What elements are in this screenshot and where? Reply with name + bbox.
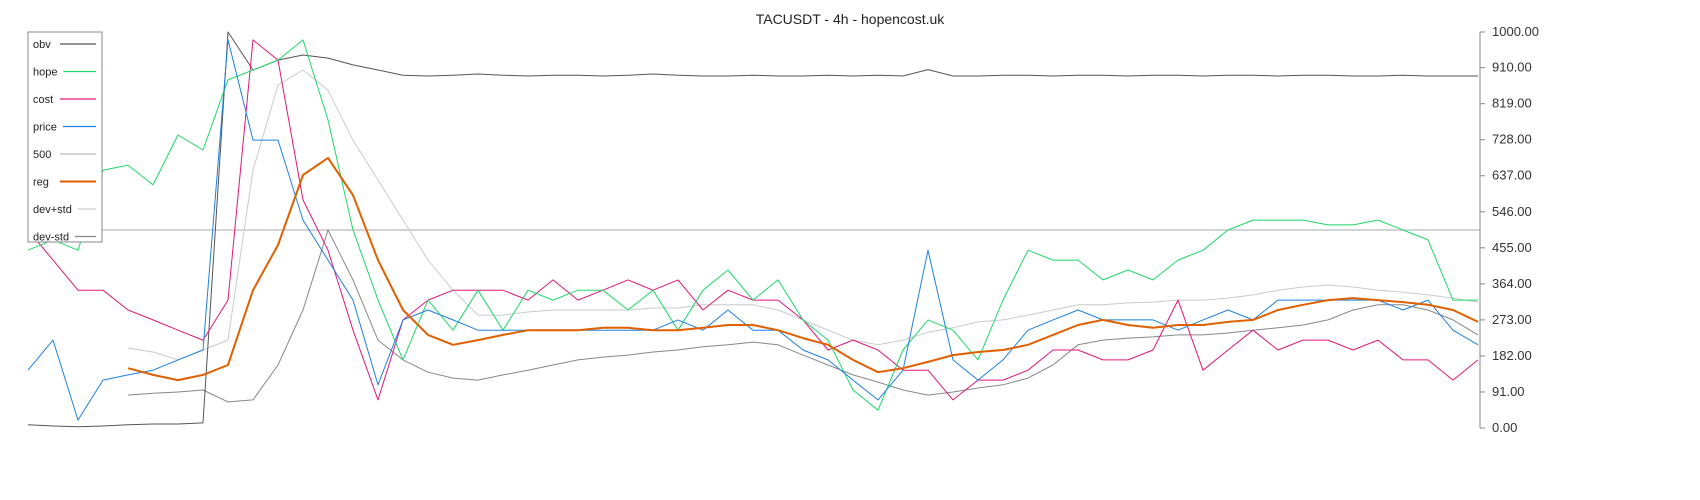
legend-label: 500 xyxy=(33,149,51,161)
legend-item: 500 xyxy=(33,149,96,161)
series-line-dev-std xyxy=(127,69,1479,361)
legend: obv hope cost price 500 reg dev+std dev-std xyxy=(27,31,103,244)
legend-item: price xyxy=(33,122,96,134)
legend-label: price xyxy=(33,122,57,134)
y-tick-label: 637.00 xyxy=(1492,168,1532,183)
y-tick-label: 819.00 xyxy=(1492,96,1532,111)
series-line-hope xyxy=(27,39,1478,411)
y-tick-label: 455.00 xyxy=(1492,240,1532,255)
y-tick-label: 910.00 xyxy=(1492,60,1532,75)
legend-box xyxy=(27,31,103,243)
legend-label: dev-std xyxy=(33,232,69,244)
y-tick-label: 364.00 xyxy=(1492,276,1532,291)
legend-label: reg xyxy=(33,177,49,189)
legend-item: hope xyxy=(33,67,96,79)
y-tick-label: 0.00 xyxy=(1492,420,1517,435)
legend-item: obv xyxy=(33,39,96,51)
legend-label: hope xyxy=(33,67,57,79)
y-tick-label: 1000.00 xyxy=(1492,24,1539,39)
legend-label: dev+std xyxy=(33,204,72,216)
y-tick-label: 546.00 xyxy=(1492,204,1532,219)
series-line-price xyxy=(27,39,1479,421)
legend-label: cost xyxy=(33,94,53,106)
y-tick-label: 91.00 xyxy=(1492,384,1525,399)
legend-item: cost xyxy=(33,94,96,106)
legend-item: dev+std xyxy=(33,204,96,216)
series-lines xyxy=(27,31,1480,428)
series-line-reg xyxy=(127,156,1479,382)
chart-title: TACUSDT - 4h - hopencost.uk xyxy=(756,11,946,27)
y-tick-label: 728.00 xyxy=(1492,132,1532,147)
y-tick-label: 273.00 xyxy=(1492,312,1532,327)
series-line-dev-std xyxy=(127,229,1479,403)
y-axis: 0.00 91.00 182.00 273.00 364.00 455.00 546.00 6… xyxy=(1479,24,1539,435)
y-tick-label: 182.00 xyxy=(1492,348,1532,363)
legend-label: obv xyxy=(33,39,51,51)
legend-item: reg xyxy=(33,177,96,189)
legend-item: dev-std xyxy=(33,232,96,244)
